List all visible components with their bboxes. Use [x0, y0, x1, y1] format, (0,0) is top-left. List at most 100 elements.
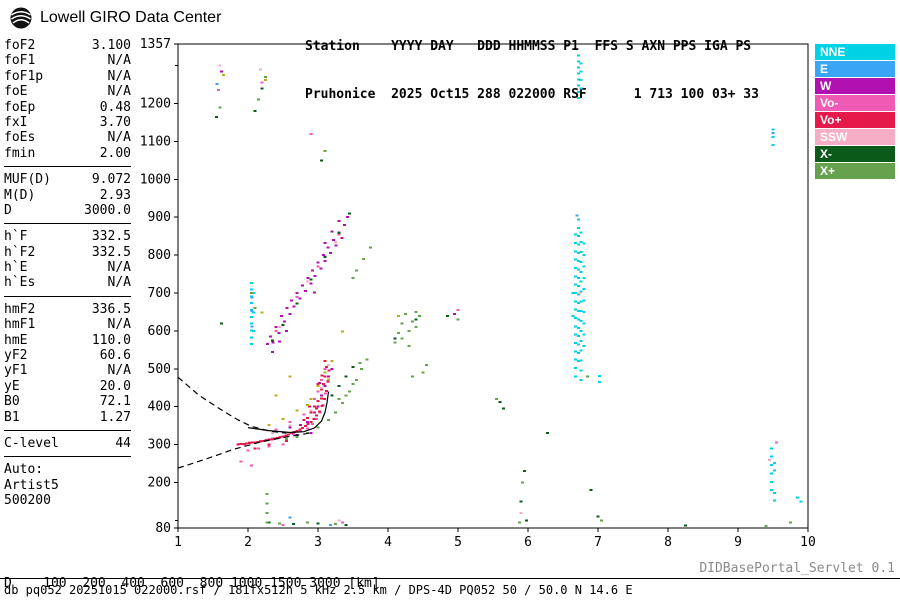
param-row-h`F2: h`F2 332.5 [4, 245, 131, 260]
param-value: 3.70 [99, 114, 131, 130]
param-panel: foF2 3.100 foF1 N/A foF1p N/A foE N/A foEp 0.48 fx… [4, 38, 131, 509]
svg-text:200: 200 [148, 476, 171, 491]
svg-text:80: 80 [155, 521, 171, 536]
svg-text:10: 10 [800, 535, 816, 549]
param-value: 20.0 [99, 378, 131, 394]
param-row-hmF2: hmF2 336.5 [4, 302, 131, 317]
legend-item-Vo-: Vo- [815, 95, 895, 111]
param-value: 1.27 [99, 409, 131, 425]
legend: NNE E W Vo- Vo+ SSW X- X+ [815, 44, 895, 180]
param-label: foEp [4, 99, 36, 115]
param-value: 72.1 [99, 394, 131, 410]
param-value: 2.00 [99, 145, 131, 161]
param-divider [4, 429, 131, 431]
svg-text:1200: 1200 [140, 97, 171, 112]
param-value: N/A [107, 84, 131, 100]
param-value: 9.072 [91, 172, 131, 188]
svg-text:2: 2 [244, 535, 252, 549]
trace-fit-lines [177, 376, 330, 469]
muf-table: D 100 200 400 600 800 1000 1500 3000 [km… [4, 548, 388, 600]
param-row-B0: B0 72.1 [4, 394, 131, 409]
auto-line-1: Artist5 [4, 477, 59, 493]
param-row-foF1: foF1 N/A [4, 53, 131, 68]
svg-text:8: 8 [664, 535, 672, 549]
param-label: hmE [4, 332, 28, 348]
giro-logo: Lowell GIRO Data Center [8, 5, 221, 31]
param-divider [4, 295, 131, 297]
param-label: h`F [4, 229, 28, 245]
scatter-points [215, 54, 803, 528]
param-divider [4, 456, 131, 458]
giro-logo-icon [10, 7, 32, 29]
muf-table-d-row: D 100 200 400 600 800 1000 1500 3000 [km… [4, 576, 380, 591]
param-row-B1: B1 1.27 [4, 410, 131, 425]
svg-text:700: 700 [148, 286, 171, 301]
param-row-h`F: h`F 332.5 [4, 229, 131, 244]
svg-text:400: 400 [148, 400, 171, 415]
param-row-yE: yE 20.0 [4, 379, 131, 394]
param-value: 3000.0 [84, 202, 131, 218]
svg-text:300: 300 [148, 438, 171, 453]
svg-text:1100: 1100 [140, 134, 171, 149]
param-value: 3.100 [91, 38, 131, 53]
legend-item-Vo+: Vo+ [815, 112, 895, 128]
param-row-foEp: foEp 0.48 [4, 100, 131, 115]
svg-text:4: 4 [384, 535, 392, 549]
station-header-line1: Station YYYY DAY DDD HHMMSS P1 FFS S AXN… [305, 39, 752, 54]
legend-item-X-: X- [815, 146, 895, 162]
param-label: h`E [4, 260, 28, 276]
param-row-foE: foE N/A [4, 84, 131, 99]
param-value: 44 [115, 435, 131, 451]
param-row-foF1p: foF1p N/A [4, 69, 131, 84]
legend-item-E: E [815, 61, 895, 77]
station-header-line2: Pruhonice 2025 Oct15 288 022000 RSF 1 71… [305, 87, 759, 102]
param-label: fxI [4, 114, 28, 130]
svg-text:5: 5 [454, 535, 462, 549]
param-value: 336.5 [91, 301, 131, 317]
param-row-yF2: yF2 60.6 [4, 348, 131, 363]
param-row-C-level: C-level 44 [4, 436, 131, 451]
param-value: N/A [107, 53, 131, 69]
param-value: 60.6 [99, 348, 131, 364]
param-value: 0.48 [99, 99, 131, 115]
param-row-fxI: fxI 3.70 [4, 115, 131, 130]
param-value: 110.0 [91, 332, 131, 348]
param-label: M(D) [4, 187, 36, 203]
param-label: foEs [4, 130, 36, 146]
param-label: D [4, 202, 12, 218]
legend-item-W: W [815, 78, 895, 94]
param-value: 2.93 [99, 187, 131, 203]
param-label: h`F2 [4, 244, 36, 260]
legend-item-NNE: NNE [815, 44, 895, 60]
param-value: N/A [107, 260, 131, 276]
param-row-h`Es: h`Es N/A [4, 275, 131, 290]
param-label: MUF(D) [4, 172, 51, 188]
param-label: C-level [4, 435, 59, 451]
param-label: foF2 [4, 38, 36, 53]
station-header: Station YYYY DAY DDD HHMMSS P1 FFS S AXN… [305, 7, 759, 135]
svg-text:7: 7 [594, 535, 602, 549]
status-divider [0, 578, 900, 579]
param-label: yF2 [4, 348, 28, 364]
param-label: foF1p [4, 68, 44, 84]
param-row-hmF1: hmF1 N/A [4, 317, 131, 332]
param-label: yF1 [4, 363, 28, 379]
param-value: N/A [107, 363, 131, 379]
param-value: 332.5 [91, 229, 131, 245]
param-row-h`E: h`E N/A [4, 260, 131, 275]
svg-text:9: 9 [734, 535, 742, 549]
param-label: foF1 [4, 53, 36, 69]
svg-text:1357: 1357 [140, 37, 171, 52]
svg-text:600: 600 [148, 324, 171, 339]
param-row-foF2: foF2 3.100 [4, 38, 131, 53]
axes: 8020030040050060070080090010001100120013… [140, 37, 816, 549]
auto-line-2: 500200 [4, 493, 51, 509]
param-row-fmin: fmin 2.00 [4, 146, 131, 161]
legend-item-SSW: SSW [815, 129, 895, 145]
param-row-MUF(D): MUF(D) 9.072 [4, 172, 131, 187]
svg-text:1: 1 [174, 535, 182, 549]
svg-text:3: 3 [314, 535, 322, 549]
param-divider [4, 166, 131, 168]
svg-text:6: 6 [524, 535, 532, 549]
param-label: h`Es [4, 275, 36, 291]
